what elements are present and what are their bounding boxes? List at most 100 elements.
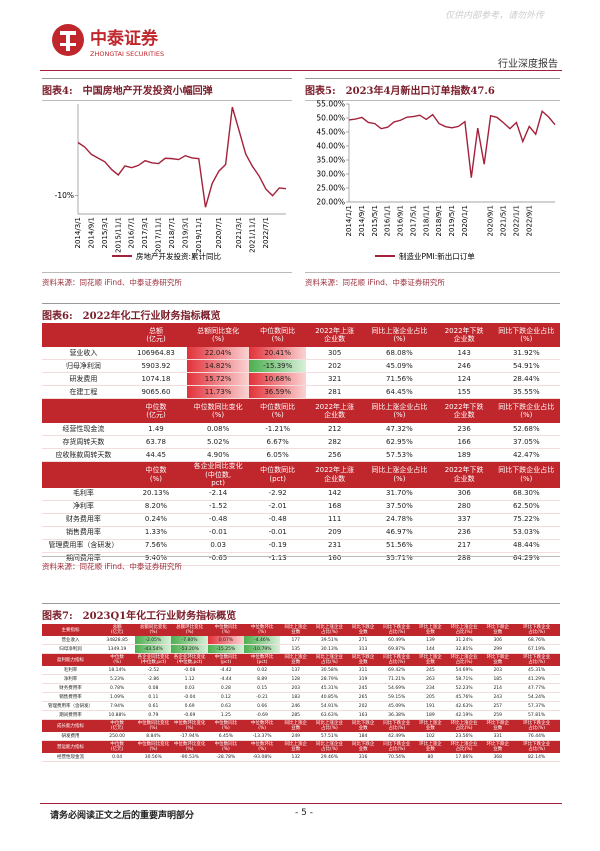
cell: 环比下跌企业 占比(%) bbox=[513, 740, 560, 753]
cell: 28.44% bbox=[492, 372, 560, 386]
cell: 191 bbox=[414, 701, 446, 711]
cell: 同比下跌企业占比 (%) bbox=[492, 461, 560, 488]
cell: 250.00 bbox=[98, 732, 136, 741]
cell: 2022年上涨 企业数 bbox=[306, 323, 364, 347]
cell: 8.84% bbox=[135, 732, 172, 741]
cell: -0.48 bbox=[187, 513, 250, 527]
cell: 132 bbox=[280, 753, 312, 762]
cell: 57.53% bbox=[363, 448, 436, 462]
cell: 同比上涨企业 占比(%) bbox=[311, 624, 348, 636]
cell: 246 bbox=[280, 701, 312, 711]
cell: -0.65 bbox=[187, 552, 250, 566]
cell: 236 bbox=[435, 526, 493, 540]
cell: 135 bbox=[280, 644, 312, 654]
cell: 总额同比变化 (%) bbox=[135, 624, 172, 636]
cell: 同比上涨企业 占比(%) bbox=[311, 740, 348, 753]
cell: 42.63% bbox=[445, 701, 483, 711]
cell: 0.28 bbox=[207, 683, 244, 693]
cell: 53.03% bbox=[492, 526, 560, 540]
cell: 同比上涨企 业数 bbox=[280, 624, 312, 636]
cell: 总额 (亿元) bbox=[124, 323, 188, 347]
cell: 128 bbox=[280, 674, 312, 684]
cell: 9.40% bbox=[124, 552, 188, 566]
cell: 54.91% bbox=[492, 359, 560, 373]
table: 主要指标 总额 (亿元) 总额同比变化 (%) 总额环比变化 (%) 中位数同比 (%)… bbox=[42, 624, 560, 762]
cell: 189 bbox=[414, 710, 446, 720]
cell: 57.51% bbox=[311, 732, 348, 741]
cell: 209 bbox=[306, 526, 364, 540]
cell: 环比上涨企 业数 bbox=[414, 719, 446, 732]
cell: -2.05% bbox=[135, 636, 172, 645]
header-row: 主要指标 总额 (亿元) 总额同比变化 (%) 总额环比变化 (%) 中位数同比 (%)… bbox=[42, 624, 560, 636]
cell: 70.54% bbox=[378, 753, 415, 762]
cell: 31.70% bbox=[363, 487, 436, 501]
cell: 111 bbox=[306, 513, 364, 527]
figure-label: 图表7: bbox=[42, 611, 73, 622]
figure-title: 图表4: 中国房地产开发投资小幅回弹 bbox=[42, 78, 292, 101]
cell: 净利率 bbox=[42, 500, 125, 514]
cell: 205 bbox=[414, 692, 446, 702]
x-tick-label: 2021/5/1 bbox=[500, 205, 508, 236]
cell: 中位数同比变化 (%) bbox=[187, 398, 250, 423]
cell: 311 bbox=[347, 666, 379, 675]
cell: 归母净利润 bbox=[42, 644, 99, 654]
x-tick-label: 2014/1/1 bbox=[345, 205, 353, 236]
cell: 净利率 bbox=[42, 674, 99, 684]
cell: -10.79% bbox=[243, 644, 281, 654]
legend-label: 制造业PMI:新出口订单 bbox=[399, 251, 475, 261]
cell: 71.21% bbox=[378, 674, 415, 684]
data-row: 财务费用率 0.78% 0.08 0.03 0.28 0.15 203 45.31% 245 54… bbox=[42, 683, 560, 693]
cell: -53.20% bbox=[171, 644, 208, 654]
series-line bbox=[77, 106, 287, 208]
cell: 经营性现金流 bbox=[42, 423, 125, 436]
cell: 217 bbox=[435, 539, 493, 553]
cell: 59.15% bbox=[378, 692, 415, 702]
cell: 306 bbox=[482, 636, 514, 645]
data-row: 毛利率 20.13% -2.14 -2.92 142 31.70% 306 68.30% bbox=[42, 487, 560, 501]
cell: 8.20% bbox=[124, 500, 188, 514]
cell: 中位数环比 (%) bbox=[243, 719, 281, 732]
cell: 331 bbox=[482, 732, 514, 741]
cell: 80 bbox=[414, 753, 446, 762]
cell: 45.09% bbox=[363, 359, 436, 373]
cell: 23.56% bbox=[445, 732, 483, 741]
x-tick-label: 2016/7/1 bbox=[128, 217, 136, 248]
y-tick-label: 20.00% bbox=[316, 198, 345, 207]
cell: 231 bbox=[306, 539, 364, 553]
figure-label: 图表4: bbox=[42, 86, 73, 97]
cell: 52.23% bbox=[445, 683, 483, 693]
cell: 57.81% bbox=[513, 710, 560, 720]
cell: 总额环比变化 (%) bbox=[171, 624, 208, 636]
cell: 2022年下跌 企业数 bbox=[435, 323, 493, 347]
cell: 同比下跌企 业数 bbox=[347, 740, 379, 753]
cell: 62.95% bbox=[363, 435, 436, 449]
cell: 40.85% bbox=[311, 692, 348, 702]
x-tick-label: 2015/3/1 bbox=[101, 217, 109, 248]
cell: 研发费用 bbox=[42, 372, 125, 386]
cell: 1.25 bbox=[207, 710, 244, 720]
cell: 5903.92 bbox=[124, 359, 188, 373]
cell: 36.59% bbox=[249, 385, 307, 399]
cell: 同比上涨企业占比 (%) bbox=[363, 323, 436, 347]
cell: 36.38% bbox=[378, 710, 415, 720]
cell: 期间费用率 bbox=[42, 552, 125, 566]
y-tick-label: 30.00% bbox=[316, 170, 345, 179]
cell: 研发费用 bbox=[42, 732, 99, 741]
cell: 中位数同比 (pct) bbox=[207, 653, 244, 666]
x-tick-label: 2022/7/1 bbox=[262, 217, 270, 248]
cell: -90.53% bbox=[171, 753, 208, 762]
cell: 盈利能力指标 bbox=[42, 653, 99, 666]
cell: 214 bbox=[482, 683, 514, 693]
x-tick-label: 2019/5/1 bbox=[448, 205, 456, 236]
cell: 243 bbox=[482, 692, 514, 702]
cell bbox=[42, 461, 125, 488]
x-tick-label: 2014/9/1 bbox=[87, 217, 95, 248]
cell: 环比下跌企 业数 bbox=[482, 740, 514, 753]
cell: 202 bbox=[347, 701, 379, 711]
cell: 1074.18 bbox=[124, 372, 188, 386]
data-row: 管理费用率（含研发） 7.94% 0.61 0.69 0.63 0.66 246 54.91%… bbox=[42, 701, 560, 711]
x-tick-label: 2019/11/1 bbox=[195, 217, 203, 253]
cell: 236 bbox=[435, 423, 493, 436]
cell: 54.91% bbox=[311, 701, 348, 711]
